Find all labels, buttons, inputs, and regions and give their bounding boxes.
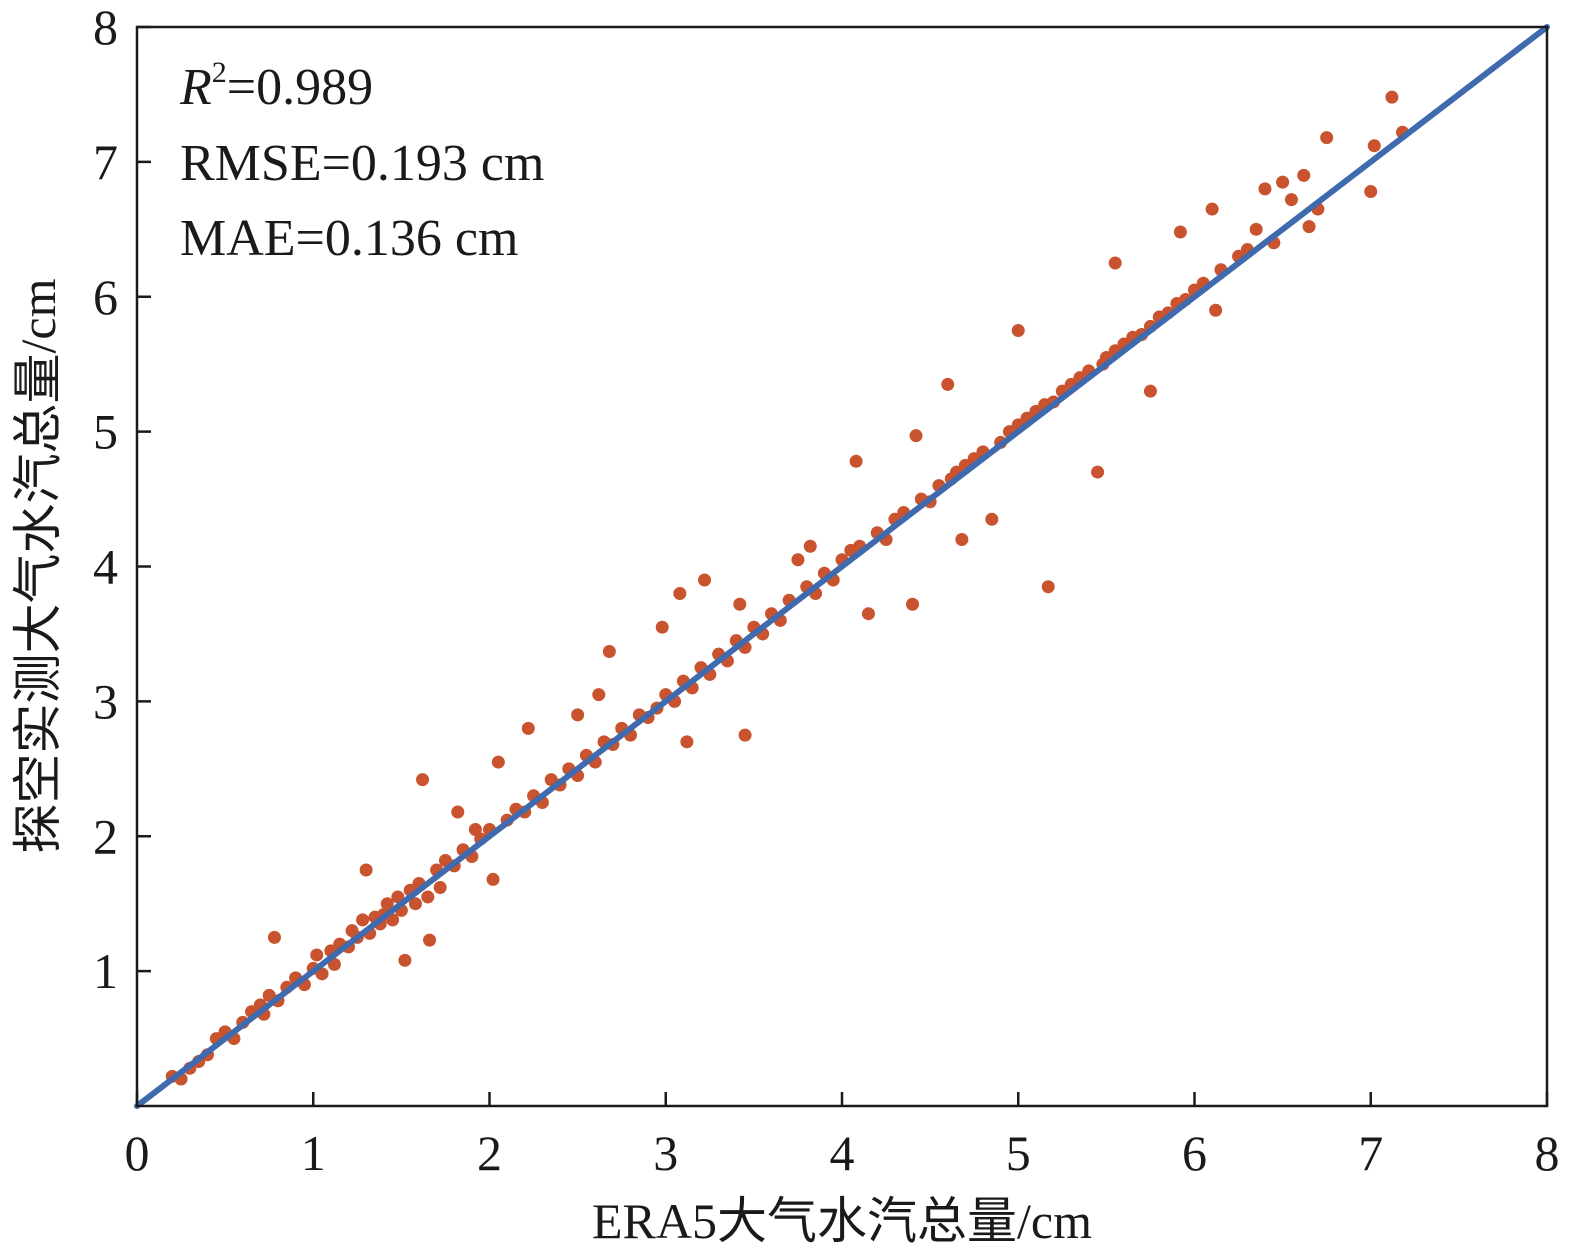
data-point <box>451 805 465 819</box>
y-tick-label: 2 <box>93 808 118 864</box>
data-point <box>655 620 669 634</box>
x-tick-label: 1 <box>301 1125 326 1181</box>
data-point <box>1205 202 1219 216</box>
data-point <box>1364 185 1378 199</box>
data-point <box>491 755 505 769</box>
data-point <box>673 586 687 600</box>
y-tick-label: 5 <box>93 404 118 460</box>
data-point <box>408 897 422 911</box>
mae-annotation: MAE=0.136 cm <box>180 210 518 267</box>
y-tick-label: 6 <box>93 269 118 325</box>
data-point <box>592 688 606 702</box>
data-point <box>423 933 437 947</box>
data-point <box>521 721 535 735</box>
x-tick-marks <box>135 1092 1549 1106</box>
data-point <box>909 429 923 443</box>
plot-area-frame <box>135 25 1549 1108</box>
data-point <box>738 728 752 742</box>
data-point <box>380 897 394 911</box>
data-point <box>398 953 412 967</box>
data-point <box>680 735 694 749</box>
x-tick-label: 0 <box>125 1125 150 1181</box>
data-point <box>1302 220 1316 234</box>
data-point <box>1249 222 1263 236</box>
data-point <box>849 454 863 468</box>
data-point <box>359 863 373 877</box>
y-tick-label: 1 <box>93 943 118 999</box>
y-tick-label: 8 <box>93 0 118 55</box>
data-point <box>421 890 435 904</box>
data-point <box>1143 384 1157 398</box>
data-point <box>602 644 616 658</box>
data-point <box>803 539 817 553</box>
data-point <box>1276 175 1290 189</box>
data-point <box>1041 580 1055 594</box>
x-tick-label: 7 <box>1358 1125 1383 1181</box>
y-tick-marks <box>137 25 151 973</box>
data-point <box>1367 139 1381 153</box>
x-tick-labels: 0 1 2 3 4 5 6 7 8 <box>125 1125 1560 1181</box>
data-point <box>1297 168 1311 182</box>
fit-line <box>134 24 1550 1109</box>
data-point <box>267 930 281 944</box>
data-point <box>698 573 712 587</box>
y-axis-title: 探空实测大气水汽总量/cm <box>10 278 66 853</box>
x-tick-label: 5 <box>1006 1125 1031 1181</box>
data-point <box>955 533 969 547</box>
data-point <box>1173 225 1187 239</box>
data-point <box>356 913 370 927</box>
data-point <box>861 607 875 621</box>
rmse-annotation: RMSE=0.193 cm <box>180 135 544 192</box>
data-point <box>1284 193 1298 207</box>
y-tick-label: 7 <box>93 134 118 190</box>
data-point <box>791 553 805 567</box>
x-tick-label: 2 <box>477 1125 502 1181</box>
data-point <box>906 597 919 611</box>
x-tick-label: 6 <box>1182 1125 1207 1181</box>
data-point <box>486 872 500 886</box>
x-tick-label: 3 <box>653 1125 678 1181</box>
data-point <box>733 597 747 611</box>
data-point <box>1258 182 1272 196</box>
data-point <box>433 881 447 895</box>
data-point <box>985 512 999 526</box>
data-point <box>941 377 955 391</box>
y-tick-label: 4 <box>93 539 118 595</box>
data-point <box>416 773 430 787</box>
data-point <box>1091 465 1105 479</box>
data-point <box>1011 323 1025 337</box>
data-point <box>310 948 324 962</box>
data-point <box>571 708 585 722</box>
y-tick-labels: 1 2 3 4 5 6 7 8 <box>93 0 118 999</box>
data-point <box>1385 90 1399 104</box>
x-tick-label: 8 <box>1535 1125 1560 1181</box>
y-tick-label: 3 <box>93 673 118 729</box>
data-point <box>1209 303 1223 317</box>
r2-annotation: R2=0.989 <box>179 56 373 116</box>
x-tick-label: 4 <box>830 1125 855 1181</box>
data-point <box>1108 256 1122 270</box>
x-axis-title: ERA5大气水汽总量/cm <box>592 1193 1092 1249</box>
data-point <box>1320 131 1334 145</box>
data-point <box>468 823 482 837</box>
